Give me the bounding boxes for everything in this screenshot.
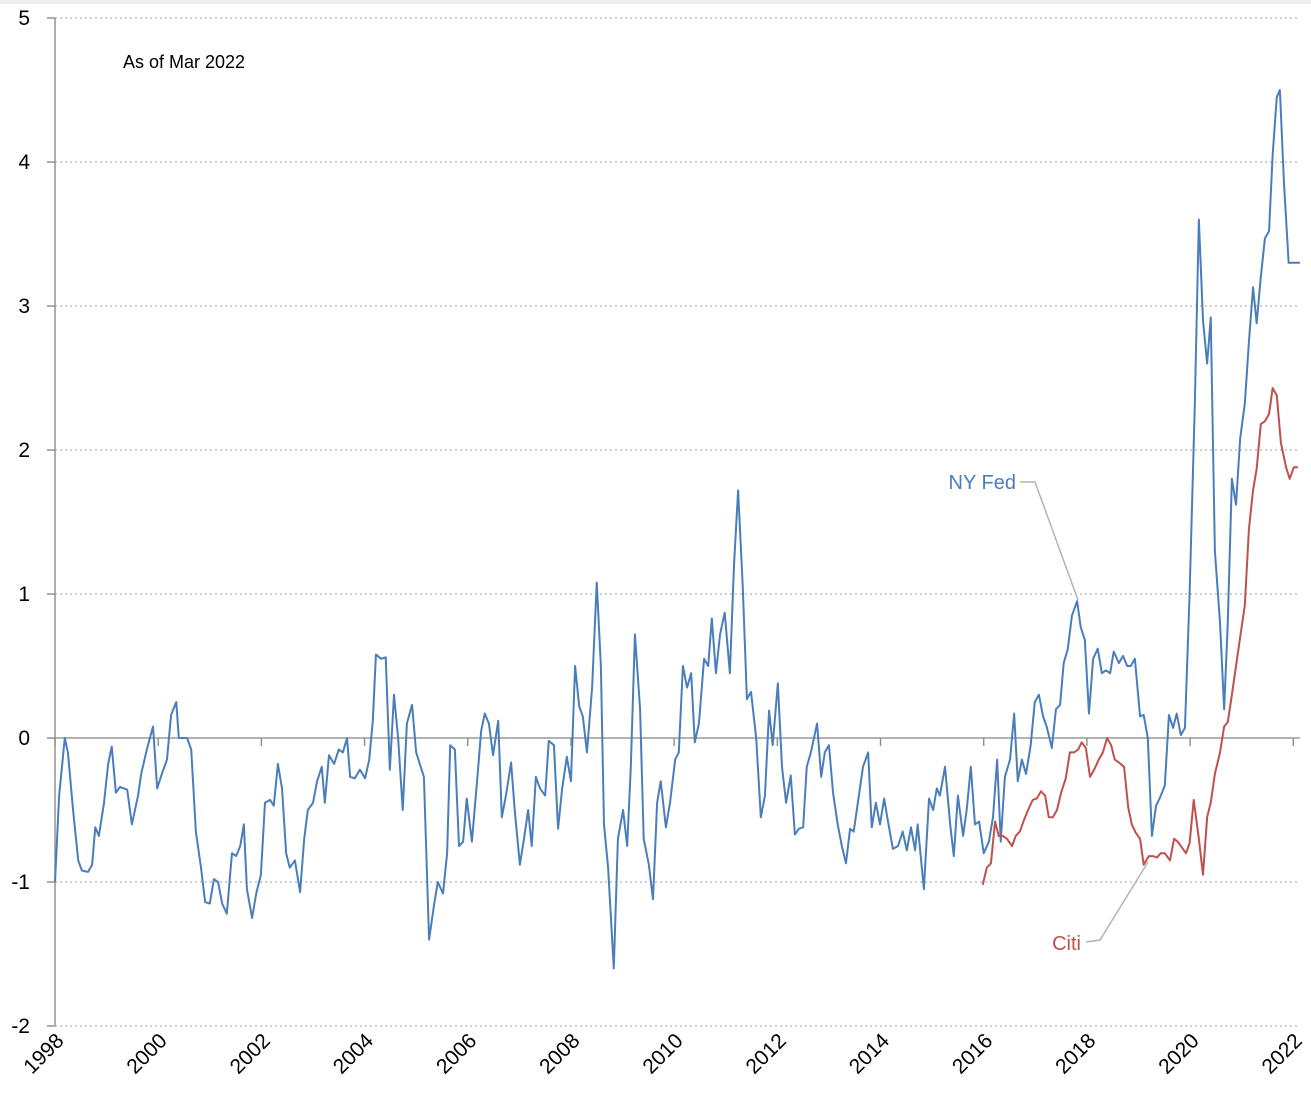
y-tick-label: 5 xyxy=(18,7,30,30)
y-tick-label: 4 xyxy=(18,151,30,174)
ny-fed-leader xyxy=(1020,481,1079,601)
y-tick-label: -1 xyxy=(11,871,30,894)
top-border xyxy=(0,0,1311,4)
x-tick-label: 2000 xyxy=(122,1029,171,1078)
y-tick-label: 0 xyxy=(18,727,30,750)
x-tick-label: 2018 xyxy=(1051,1029,1100,1078)
x-tick-label: 2008 xyxy=(535,1029,584,1078)
x-tick-label: 2004 xyxy=(329,1029,379,1079)
y-tick-label: 2 xyxy=(18,439,30,462)
series-line xyxy=(981,387,1298,886)
x-tick-label: 2016 xyxy=(948,1029,997,1078)
as-of-note: As of Mar 2022 xyxy=(123,52,245,72)
x-tick-label: 2002 xyxy=(226,1029,275,1078)
y-tick-label: 3 xyxy=(18,295,30,318)
x-tick-label: 2006 xyxy=(432,1029,481,1078)
x-tick-label: 2012 xyxy=(742,1029,791,1078)
citi-label: Citi xyxy=(1052,933,1081,955)
x-tick-label: 2020 xyxy=(1154,1029,1203,1078)
series-line xyxy=(54,89,1300,970)
x-tick-label: 2014 xyxy=(845,1029,895,1079)
x-tick-label: 2022 xyxy=(1258,1029,1307,1078)
citi-leader xyxy=(1085,861,1149,943)
x-tick-label: 2010 xyxy=(638,1029,687,1078)
y-tick-label: 1 xyxy=(18,583,30,606)
y-tick-label: -2 xyxy=(11,1015,30,1038)
ny-fed-label: NY Fed xyxy=(949,472,1016,494)
